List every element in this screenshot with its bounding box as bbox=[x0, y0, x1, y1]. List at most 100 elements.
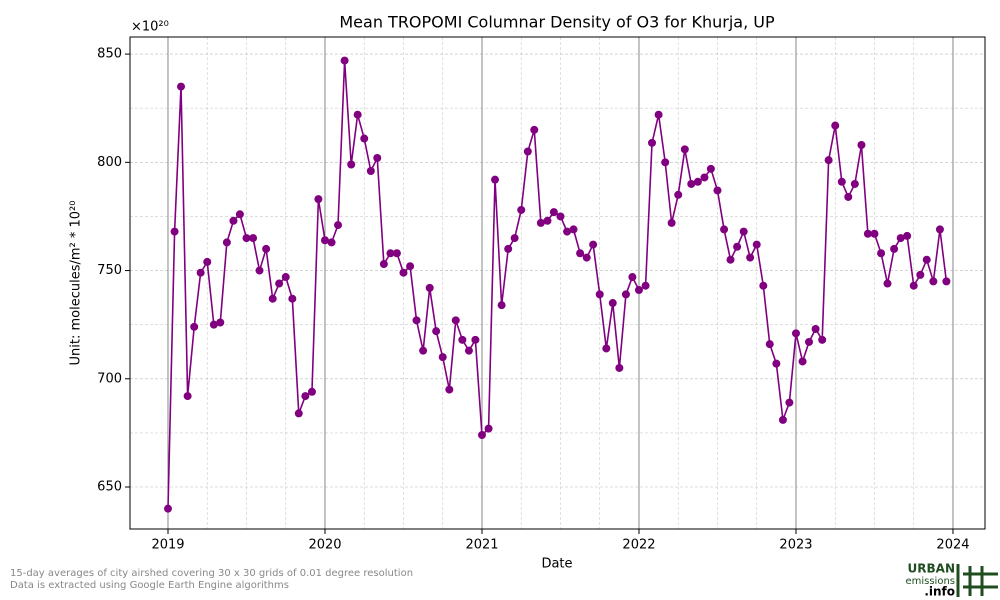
data-point bbox=[340, 56, 349, 65]
data-point bbox=[837, 177, 846, 186]
data-point bbox=[589, 240, 598, 249]
data-line bbox=[167, 60, 948, 509]
data-point bbox=[883, 279, 892, 288]
data-point bbox=[242, 234, 251, 243]
data-point bbox=[674, 190, 683, 199]
data-point bbox=[693, 177, 702, 186]
data-point bbox=[890, 244, 899, 253]
data-point bbox=[922, 255, 931, 264]
data-point bbox=[549, 208, 558, 217]
data-point bbox=[687, 179, 696, 188]
data-point bbox=[484, 424, 493, 433]
data-point bbox=[929, 277, 938, 286]
data-point bbox=[706, 164, 715, 173]
data-point bbox=[634, 286, 643, 295]
data-point bbox=[203, 257, 212, 266]
data-point bbox=[249, 234, 258, 243]
data-point bbox=[785, 398, 794, 407]
data-point bbox=[870, 229, 879, 238]
data-point bbox=[399, 268, 408, 277]
x-axis-label: Date bbox=[541, 557, 572, 572]
data-point bbox=[942, 277, 951, 286]
data-point bbox=[451, 316, 460, 325]
data-point bbox=[857, 141, 866, 150]
data-point bbox=[294, 409, 303, 418]
data-point bbox=[556, 212, 565, 221]
x-tick-label: 2023 bbox=[779, 538, 812, 553]
logo-icon bbox=[956, 564, 998, 597]
data-point bbox=[896, 234, 905, 243]
y-tick-label: 800 bbox=[97, 155, 122, 170]
data-point bbox=[209, 320, 218, 329]
x-tick-label: 2019 bbox=[151, 538, 184, 553]
data-point bbox=[909, 281, 918, 290]
data-point bbox=[196, 268, 205, 277]
data-point bbox=[425, 283, 434, 292]
data-point bbox=[543, 216, 552, 225]
data-point bbox=[190, 322, 199, 331]
data-point bbox=[713, 186, 722, 195]
data-point bbox=[726, 255, 735, 264]
data-point bbox=[504, 244, 513, 253]
data-point bbox=[366, 166, 375, 175]
data-point bbox=[791, 329, 800, 338]
y-offset-label: ×10²⁰ bbox=[131, 20, 169, 35]
data-point bbox=[530, 125, 539, 134]
data-point bbox=[811, 324, 820, 333]
data-point bbox=[536, 218, 545, 227]
data-point bbox=[491, 175, 500, 184]
data-point bbox=[183, 392, 192, 401]
y-tick-label: 750 bbox=[97, 263, 122, 278]
data-point bbox=[608, 299, 617, 308]
data-point bbox=[510, 234, 519, 243]
data-point bbox=[406, 262, 415, 271]
data-point bbox=[163, 504, 172, 513]
y-tick-label: 700 bbox=[97, 371, 122, 386]
data-point bbox=[772, 359, 781, 368]
data-point bbox=[412, 316, 421, 325]
logo-text: URBAN bbox=[908, 562, 955, 576]
data-point bbox=[307, 387, 316, 396]
data-point bbox=[301, 392, 310, 401]
data-point bbox=[216, 318, 225, 327]
data-point bbox=[432, 327, 441, 336]
footer-note: Data is extracted using Google Earth Eng… bbox=[10, 580, 289, 591]
data-point bbox=[353, 110, 362, 119]
data-point bbox=[680, 145, 689, 154]
data-point bbox=[569, 225, 578, 234]
data-point bbox=[497, 301, 506, 310]
x-tick-label: 2024 bbox=[936, 538, 969, 553]
chart-title: Mean TROPOMI Columnar Density of O3 for … bbox=[339, 13, 775, 32]
data-point bbox=[235, 210, 244, 219]
data-point bbox=[667, 218, 676, 227]
data-point bbox=[798, 357, 807, 366]
data-point bbox=[903, 231, 912, 240]
data-point bbox=[661, 158, 670, 167]
data-point bbox=[222, 238, 231, 247]
data-point bbox=[759, 281, 768, 290]
y-tick-label: 650 bbox=[97, 480, 122, 495]
data-point bbox=[445, 385, 454, 394]
logo-text: .info bbox=[924, 585, 955, 599]
data-point bbox=[373, 153, 382, 162]
data-point bbox=[641, 281, 650, 290]
data-point bbox=[863, 229, 872, 238]
data-point bbox=[464, 346, 473, 355]
data-point bbox=[648, 138, 657, 147]
data-point bbox=[334, 221, 343, 230]
data-point bbox=[255, 266, 264, 275]
data-point bbox=[392, 249, 401, 258]
x-tick-label: 2022 bbox=[622, 538, 655, 553]
data-point bbox=[739, 227, 748, 236]
x-tick-label: 2021 bbox=[465, 538, 498, 553]
data-point bbox=[576, 249, 585, 258]
data-point bbox=[262, 244, 271, 253]
data-point bbox=[379, 260, 388, 269]
data-point bbox=[733, 242, 742, 251]
data-point bbox=[746, 253, 755, 262]
data-point bbox=[360, 134, 369, 143]
data-point bbox=[615, 363, 624, 372]
data-point bbox=[877, 249, 886, 258]
data-point bbox=[818, 335, 827, 344]
data-point bbox=[320, 236, 329, 245]
